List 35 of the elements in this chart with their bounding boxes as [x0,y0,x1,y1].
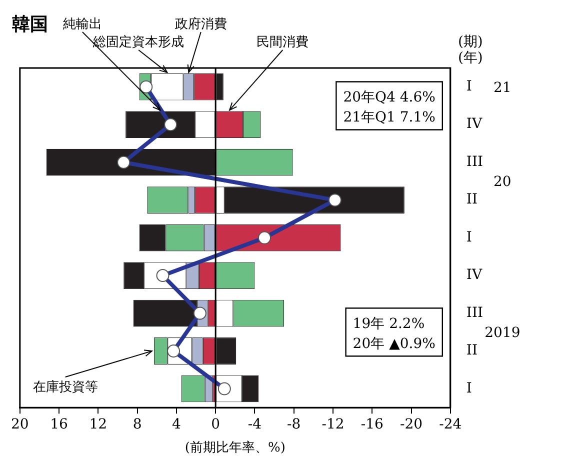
x-tick-label: -24 [439,416,462,433]
text: 民間消費 [256,35,309,50]
text: 在庫投資等 [32,379,98,395]
x-tick-label: -12 [322,416,344,433]
y-tick-label: IV [466,267,483,284]
annotation: 20年Q4 4.6% 21年Q1 7.1% [343,90,436,126]
x-tick-label: 8 [132,416,142,433]
y-tick-label: III [466,154,484,170]
x-tick-label: 20 [10,416,29,433]
text: 政府消費 [174,16,227,32]
x-tick-label: -8 [287,416,301,433]
text: 21 [493,80,512,96]
x-tick-label: 0 [211,416,220,433]
series-label: 総固定資本形成 [92,35,184,50]
x-axis-title: (前期比年率、%) [184,440,286,456]
y-tick-label: I [466,380,472,396]
x-tick-label: -16 [360,416,384,433]
text: 純輸出 [62,17,102,32]
text: 20 [493,174,512,190]
y-tick-label: II [466,342,478,359]
x-tick-label: -20 [400,416,423,433]
x-tick-label: -4 [248,416,262,433]
text: 2019 [484,325,520,342]
x-tick-label: 16 [50,416,68,433]
annotation: 19年 2.2% 20年 ▲0.9% [352,316,436,352]
y-tick-label: I [466,78,472,95]
y-tick-label: IV [466,116,483,132]
text: (年) [458,50,483,66]
text: (期) [458,34,483,50]
y-tick-label: II [466,192,478,208]
chart-title: 韓国 [12,14,48,35]
x-tick-label: 12 [89,416,108,433]
y-tick-label: III [466,304,484,321]
y-tick-label: I [466,229,472,246]
x-tick-label: 4 [172,416,181,433]
